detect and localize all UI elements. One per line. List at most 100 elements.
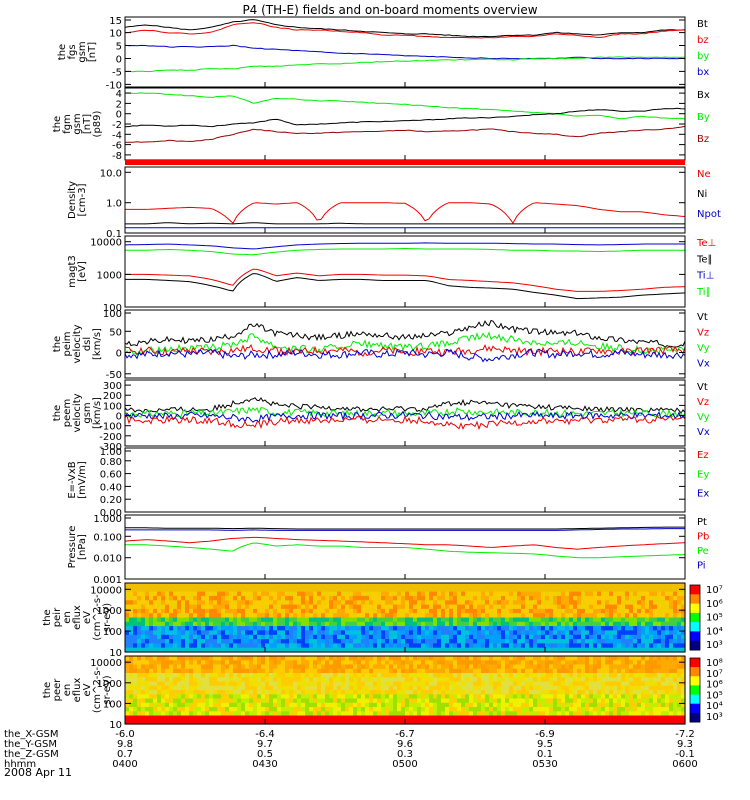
spectro-cell: [465, 639, 470, 644]
spectro-cell: [517, 617, 522, 623]
spectro-cell: [205, 702, 210, 708]
spectro-cell: [517, 664, 522, 670]
spectro-cell: [221, 587, 226, 593]
spectro-cell: [301, 664, 306, 670]
spectro-cell: [177, 677, 182, 683]
spectro-cell: [593, 617, 598, 623]
spectro-cell: [589, 673, 594, 678]
spectro-cell: [505, 719, 510, 725]
spectro-cell: [469, 587, 474, 593]
spectro-cell: [637, 621, 642, 627]
spectro-cell: [153, 634, 158, 640]
spectro-cell: [437, 595, 442, 601]
y-axis-label: fgs: [67, 44, 78, 59]
spectro-cell: [509, 587, 514, 593]
spectro-cell: [593, 660, 598, 666]
spectro-cell: [213, 719, 218, 725]
spectro-cell: [285, 660, 290, 666]
spectro-cell: [589, 604, 594, 610]
spectro-cell: [365, 630, 370, 636]
spectro-cell: [473, 707, 478, 712]
spectro-cell: [333, 698, 338, 704]
spectro-cell: [541, 613, 546, 619]
spectro-cell: [473, 604, 478, 610]
spectro-cell: [377, 617, 382, 623]
spectro-cell: [653, 621, 658, 627]
spectro-cell: [237, 626, 242, 631]
spectro-cell: [325, 685, 330, 691]
spectro-cell: [525, 613, 530, 619]
spectro-cell: [629, 711, 634, 717]
spectro-cell: [409, 677, 414, 683]
spectro-cell: [481, 681, 486, 687]
spectro-cell: [505, 673, 510, 678]
spectro-cell: [321, 719, 326, 725]
spectro-cell: [193, 685, 198, 691]
spectro-cell: [341, 583, 346, 588]
spectro-cell: [601, 715, 606, 721]
spectro-cell: [457, 595, 462, 601]
spectro-cell: [193, 681, 198, 687]
y-axis-label: the: [42, 609, 53, 625]
spectro-cell: [273, 587, 278, 593]
spectro-cell: [617, 626, 622, 631]
spectro-cell: [337, 656, 342, 661]
spectro-cell: [465, 604, 470, 610]
spectro-cell: [629, 673, 634, 678]
spectro-cell: [129, 656, 134, 661]
spectro-cell: [357, 685, 362, 691]
spectro-cell: [417, 711, 422, 717]
spectro-cell: [597, 698, 602, 704]
spectro-cell: [589, 639, 594, 644]
spectro-cell: [373, 591, 378, 597]
spectro-cell: [393, 660, 398, 666]
spectro-cell: [301, 626, 306, 631]
spectro-cell: [193, 673, 198, 678]
spectro-cell: [333, 711, 338, 717]
spectro-cell: [601, 668, 606, 674]
spectro-cell: [541, 656, 546, 661]
spectro-cell: [409, 702, 414, 708]
spectro-cell: [533, 604, 538, 610]
spectro-cell: [501, 694, 506, 700]
spectro-cell: [565, 711, 570, 717]
spectro-cell: [373, 587, 378, 593]
spectro-cell: [421, 595, 426, 601]
spectro-cell: [573, 617, 578, 623]
spectro-cell: [441, 715, 446, 721]
spectro-cell: [489, 626, 494, 631]
spectro-cell: [409, 668, 414, 674]
spectro-cell: [253, 707, 258, 712]
spectro-cell: [181, 668, 186, 674]
spectro-cell: [321, 617, 326, 623]
spectro-cell: [541, 660, 546, 666]
spectro-cell: [577, 702, 582, 708]
spectro-cell: [425, 643, 430, 649]
y-axis-label: peir: [52, 607, 63, 627]
spectro-cell: [449, 685, 454, 691]
spectro-cell: [289, 604, 294, 610]
spectro-cell: [665, 600, 670, 606]
spectro-cell: [237, 587, 242, 593]
spectro-cell: [161, 613, 166, 619]
spectro-cell: [201, 664, 206, 670]
spectro-cell: [377, 600, 382, 606]
spectro-cell: [613, 668, 618, 674]
y-tick-label: 0: [116, 349, 122, 360]
spectro-cell: [409, 664, 414, 670]
spectro-cell: [593, 600, 598, 606]
spectro-cell: [277, 608, 282, 614]
spectro-cell: [161, 656, 166, 661]
spectro-cell: [313, 634, 318, 640]
spectro-cell: [181, 626, 186, 631]
spectro-cell: [405, 604, 410, 610]
spectro-cell: [505, 613, 510, 619]
spectro-cell: [549, 719, 554, 725]
spectro-cell: [509, 702, 514, 708]
spectro-cell: [349, 643, 354, 649]
spectro-cell: [321, 595, 326, 601]
spectro-cell: [213, 681, 218, 687]
spectro-cell: [381, 639, 386, 644]
spectro-cell: [357, 639, 362, 644]
spectro-cell: [353, 677, 358, 683]
